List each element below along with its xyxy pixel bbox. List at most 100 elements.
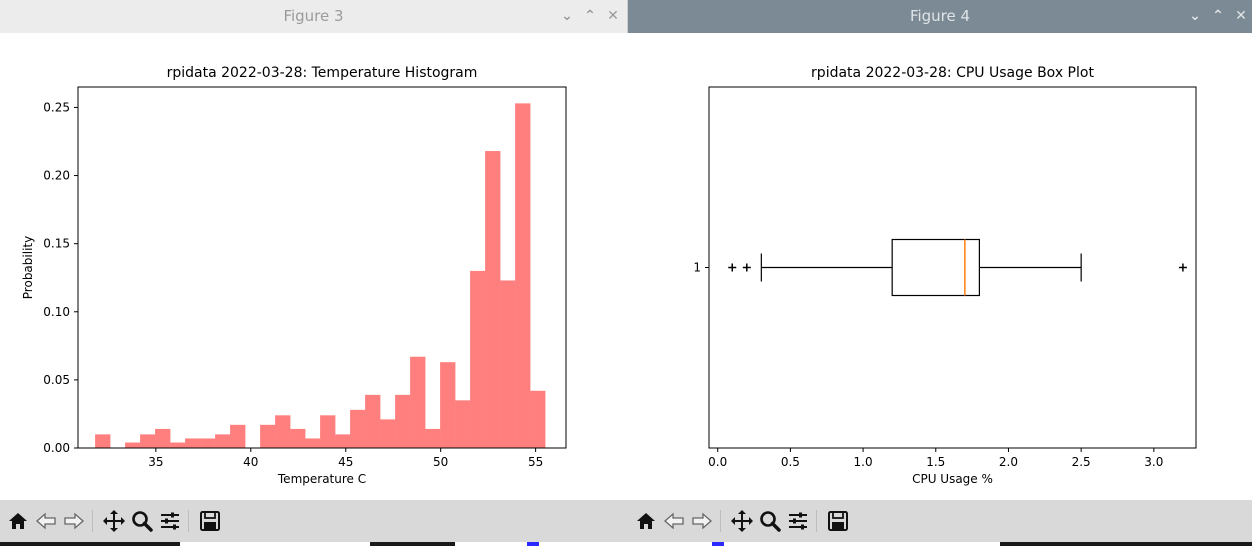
back-button[interactable] [33, 508, 59, 534]
histogram-bar [290, 428, 306, 448]
histogram-bar [140, 434, 156, 448]
histogram-bar [365, 394, 381, 448]
histogram-bar [470, 270, 486, 448]
figure-4-toolbar [628, 500, 1252, 542]
home-icon [637, 513, 655, 529]
zoom-icon [132, 511, 153, 532]
zoom-button[interactable] [757, 508, 783, 534]
x-tick-label: 2.5 [1072, 455, 1091, 469]
x-axis-label: CPU Usage % [912, 472, 993, 486]
minimize-button[interactable]: ⌄ [1189, 8, 1201, 24]
figure-3-window: Figure 3 ⌄ ⌃ ✕ 35 40 45 50 55 0.00 0.05 0.10 0.1… [0, 0, 628, 542]
zoom-button[interactable] [129, 508, 155, 534]
forward-icon [692, 512, 712, 530]
x-tick-label: 1.5 [926, 455, 945, 469]
y-tick-label: 0.25 [43, 100, 70, 114]
x-tick-label: 50 [433, 455, 448, 469]
home-icon [9, 513, 27, 529]
outlier-marker [742, 263, 751, 272]
histogram-bar [440, 362, 456, 448]
histogram-bar [260, 424, 276, 448]
histogram-bar [230, 424, 246, 448]
plot-frame [77, 86, 567, 449]
outlier-marker [728, 263, 737, 272]
histogram-bar [320, 415, 336, 448]
y-tick-label: 0.05 [43, 373, 70, 387]
outlier-marker [1178, 263, 1187, 272]
save-icon [200, 511, 220, 531]
y-tick-label: 0.20 [43, 169, 70, 183]
iqr-box [891, 238, 980, 297]
histogram-bar [500, 280, 516, 448]
histogram-bar [275, 415, 291, 448]
forward-button[interactable] [61, 508, 87, 534]
temperature-histogram-chart: 35 40 45 50 55 0.00 0.05 0.10 0.15 0.20 0.25 rpidat… [21, 65, 567, 486]
y-tick-label: 1 [693, 261, 701, 275]
histogram-bar [455, 400, 471, 448]
home-button[interactable] [633, 508, 659, 534]
histogram-bar [200, 438, 216, 448]
pan-icon [731, 510, 753, 532]
forward-icon [64, 512, 84, 530]
configure-subplots-button[interactable] [157, 508, 183, 534]
histogram-bar [185, 438, 201, 448]
forward-button[interactable] [689, 508, 715, 534]
pan-button[interactable] [729, 508, 755, 534]
window-title: Figure 4 [909, 7, 971, 25]
figure-4-window: Figure 4 ⌄ ⌃ ✕ 0.0 0.5 1.0 1.5 2.0 2.5 3.0 1 rpi… [628, 0, 1252, 546]
histogram-bar [170, 442, 186, 448]
x-tick-label: 0.5 [781, 455, 800, 469]
histogram-bar [395, 394, 411, 448]
back-icon [36, 512, 56, 530]
x-tick-label: 3.0 [1144, 455, 1163, 469]
pan-button[interactable] [101, 508, 127, 534]
save-icon [828, 511, 848, 531]
x-tick-label: 2.0 [999, 455, 1018, 469]
chart-title: rpidata 2022-03-28: CPU Usage Box Plot [811, 65, 1094, 81]
configure-subplots-button[interactable] [785, 508, 811, 534]
taskbar-strip [0, 542, 1252, 546]
toolbar-separator [816, 510, 817, 532]
histogram-bar [410, 356, 426, 448]
x-tick-label: 40 [243, 455, 258, 469]
maximize-button[interactable]: ⌃ [1212, 8, 1224, 24]
x-tick-label: 35 [148, 455, 163, 469]
toolbar-separator [188, 510, 189, 532]
zoom-icon [760, 511, 781, 532]
histogram-bar [530, 390, 546, 448]
histogram-bar [335, 434, 351, 448]
y-axis-label: Probability [21, 236, 35, 299]
figure-4-titlebar: Figure 4 ⌄ ⌃ ✕ [628, 0, 1252, 33]
close-button[interactable]: ✕ [607, 8, 619, 24]
home-button[interactable] [5, 508, 31, 534]
x-tick-label: 55 [528, 455, 543, 469]
x-tick-label: 0.0 [708, 455, 727, 469]
maximize-button[interactable]: ⌃ [584, 8, 596, 24]
y-tick-label: 0.15 [43, 237, 70, 251]
back-button[interactable] [661, 508, 687, 534]
histogram-bar [155, 428, 171, 448]
save-button[interactable] [197, 508, 223, 534]
histogram-bar [215, 434, 231, 448]
histogram-bar [350, 409, 366, 448]
histogram-bar [95, 434, 111, 448]
pan-icon [103, 510, 125, 532]
configure-subplots-icon [161, 512, 179, 530]
window-title: Figure 3 [283, 7, 344, 25]
figure-3-titlebar: Figure 3 ⌄ ⌃ ✕ [0, 0, 628, 33]
histogram-bar [485, 151, 501, 448]
close-button[interactable]: ✕ [1235, 8, 1247, 24]
save-button[interactable] [825, 508, 851, 534]
configure-subplots-icon [789, 512, 807, 530]
histogram-bar [425, 428, 441, 448]
x-tick-label: 1.0 [854, 455, 873, 469]
back-icon [664, 512, 684, 530]
y-tick-label: 0.00 [43, 441, 70, 455]
histogram-bar [125, 442, 141, 448]
y-tick-label: 0.10 [43, 305, 70, 319]
x-tick-label: 45 [338, 455, 353, 469]
minimize-button[interactable]: ⌄ [561, 8, 573, 24]
histogram-bar [515, 103, 531, 448]
x-axis-label: Temperature C [277, 472, 366, 486]
cpu-usage-boxplot-chart: 0.0 0.5 1.0 1.5 2.0 2.5 3.0 1 rpidata 2022-03-28… [693, 65, 1197, 486]
